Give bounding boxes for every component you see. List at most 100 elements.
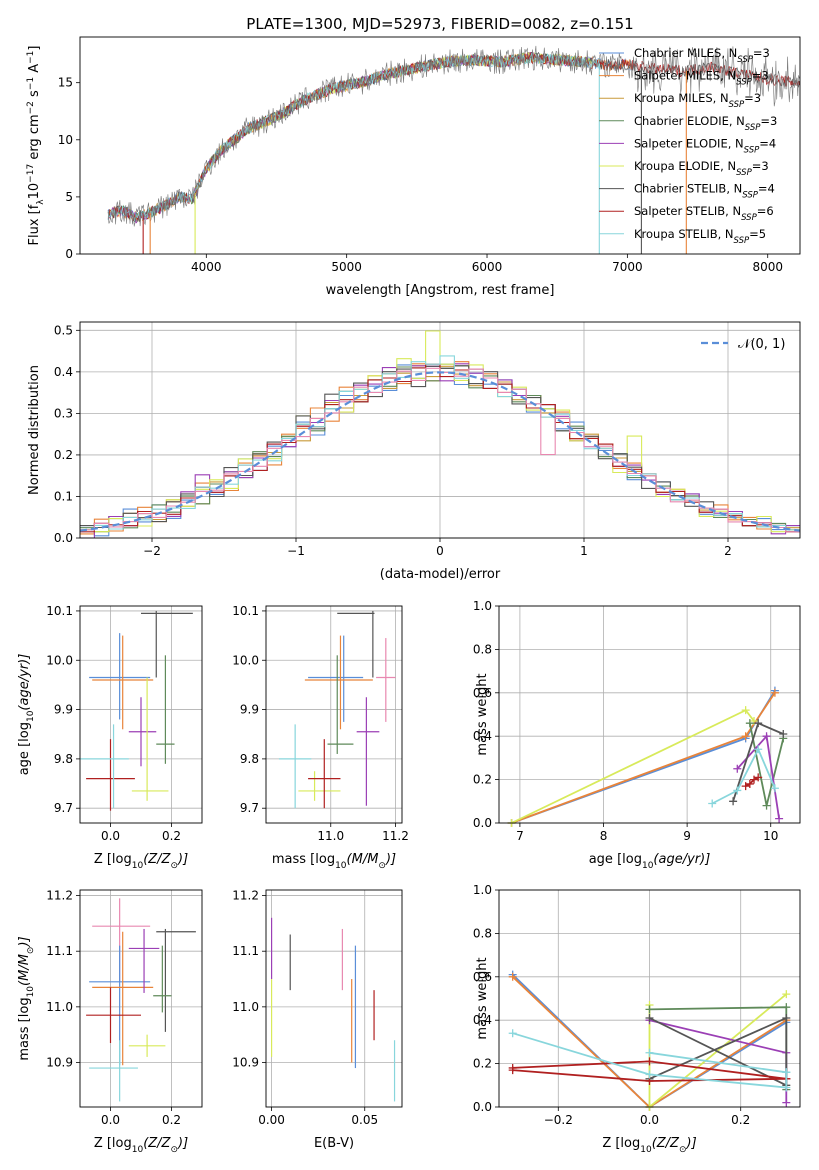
age_vs_mass-plot xyxy=(278,610,396,809)
age_vs_mass-axes: 11.0 11.2 9.7 9.8 9.9 10.0 10.1 mass [log10(M/M… xyxy=(232,604,409,871)
mass-weight-marker xyxy=(779,730,788,739)
label-part: 10 xyxy=(640,1145,652,1155)
mass-weight-line xyxy=(649,1016,788,1087)
label-part: 10 xyxy=(132,861,144,871)
label-part: −17 xyxy=(26,164,36,183)
legend-main: Salpeter ELODIE, N xyxy=(634,136,744,150)
errorbar-point xyxy=(128,697,157,767)
label-part: (M/M xyxy=(347,852,379,867)
spectrum-axes: 4000 5000 6000 7000 8000 0 5 10 15 wavelength [An… xyxy=(26,45,800,298)
legend-main: Kroupa STELIB, N xyxy=(634,227,734,241)
legend-sub: SSP xyxy=(742,191,758,201)
legend-tail: =3 xyxy=(744,91,761,105)
weight_vs_Z-axes: −0.2 0.0 0.2 0.0 0.2 0.4 0.6 0.8 1.0 Z [log10(Z/Z… xyxy=(473,883,800,1155)
x-tick-label: 8 xyxy=(600,829,608,843)
observed-spectrum-line xyxy=(107,45,800,227)
y-axis-label: Flux [fλ10−17 erg cm−2 s−1 A−1] xyxy=(26,46,46,246)
mass-weight-marker xyxy=(782,1003,791,1012)
x-tick-label: 0.05 xyxy=(351,1113,378,1127)
x-tick-label: 7000 xyxy=(612,260,643,274)
y-tick-label: 11.1 xyxy=(46,944,73,958)
y-tick-label: 0.2 xyxy=(54,448,73,462)
label-part: Z [log xyxy=(94,1136,132,1151)
legend-tail: =4 xyxy=(758,182,775,196)
y-tick-label: 11.1 xyxy=(232,944,259,958)
histogram-plot xyxy=(80,330,800,538)
legend-label: Salpeter MILES, NSSP=3 xyxy=(634,69,769,88)
y-tick-label: 11.0 xyxy=(232,1000,259,1014)
y-tick-label: 0 xyxy=(65,247,73,261)
y-tick-label: 0.4 xyxy=(473,729,492,743)
legend-main: Chabrier MILES, N xyxy=(634,46,737,60)
legend-tail: =3 xyxy=(760,114,777,128)
y-tick-label: 0.4 xyxy=(473,1013,492,1027)
errorbar-point xyxy=(128,928,160,993)
y-tick-label: 10.9 xyxy=(232,1055,259,1069)
y-axis-label: mass [log10(M/M⊙)] xyxy=(17,936,36,1060)
legend-sub: SSP xyxy=(737,55,753,65)
y-tick-label: 9.7 xyxy=(54,801,73,815)
x-tick-label: 8000 xyxy=(752,260,783,274)
y-tick-label: 0.0 xyxy=(473,1100,492,1114)
x-tick-label: −2 xyxy=(143,544,161,558)
mass-weight-marker xyxy=(733,786,742,795)
legend-main: Salpeter STELIB, N xyxy=(634,204,741,218)
mass-weight-line xyxy=(648,993,787,1109)
y-tick-label: 5 xyxy=(65,190,73,204)
spectrum-plot xyxy=(107,45,800,254)
label-part: )] xyxy=(686,1136,697,1151)
mass-weight-line xyxy=(512,1032,788,1089)
errorbar-point xyxy=(86,739,135,811)
y-tick-label: 10.1 xyxy=(232,604,259,618)
age_vs_Z-frame xyxy=(79,605,203,824)
legend-main: Chabrier ELODIE, N xyxy=(634,114,745,128)
label-part: −1 xyxy=(26,77,36,90)
mass-weight-marker xyxy=(741,706,750,715)
label-part: ⊙ xyxy=(679,1145,687,1155)
y-tick-label: 9.8 xyxy=(54,752,73,766)
x-axis-label: wavelength [Angstrom, rest frame] xyxy=(326,283,555,298)
label-part: Flux [f xyxy=(27,204,42,245)
label-part: (age/yr)] xyxy=(17,654,32,711)
legend-sub: SSP xyxy=(741,213,757,223)
figure-title: PLATE=1300, MJD=52973, FIBERID=0082, z=0… xyxy=(246,15,633,33)
mass-weight-marker xyxy=(508,1063,517,1072)
label-part: 10 xyxy=(132,1145,144,1155)
legend-main: Kroupa ELODIE, N xyxy=(634,159,736,173)
x-tick-label: 2 xyxy=(724,544,732,558)
label-part: 10 xyxy=(27,183,42,200)
errorbar-point xyxy=(304,635,373,730)
legend-tail: =3 xyxy=(752,69,769,83)
age_vs_Z-plot xyxy=(80,610,193,811)
mass-weight-marker xyxy=(782,1083,791,1092)
legend-tail: =3 xyxy=(752,159,769,173)
y-tick-label: 0.1 xyxy=(54,489,73,503)
mass-weight-marker xyxy=(775,814,784,823)
label-part: )] xyxy=(177,852,188,867)
label-part: ⊙ xyxy=(170,1145,178,1155)
x-tick-label: 11.2 xyxy=(382,829,409,843)
errorbar-point xyxy=(156,655,175,764)
mass-weight-marker xyxy=(741,782,750,791)
y-tick-label: 0.6 xyxy=(473,686,492,700)
age_vs_mass-frame xyxy=(265,605,403,824)
label-part: (Z/Z xyxy=(143,1136,171,1151)
y-tick-label: 10.1 xyxy=(46,604,73,618)
mass-weight-marker xyxy=(782,1014,791,1023)
label-part: λ xyxy=(36,199,46,205)
mass-weight-marker xyxy=(750,775,759,784)
mass-weight-line xyxy=(745,776,759,787)
mass_vs_Z-plot xyxy=(86,898,196,1102)
label-part: 10 xyxy=(26,710,36,722)
x-axis-label: (data-model)/error xyxy=(380,567,501,582)
y-tick-label: 0.6 xyxy=(473,970,492,984)
mass-weight-marker xyxy=(729,797,738,806)
label-part: mass [log xyxy=(17,997,32,1060)
errorbar-point xyxy=(80,724,129,809)
legend-tail: =5 xyxy=(749,227,766,241)
errorbar-point xyxy=(92,898,151,982)
errorbar-point xyxy=(89,633,151,720)
